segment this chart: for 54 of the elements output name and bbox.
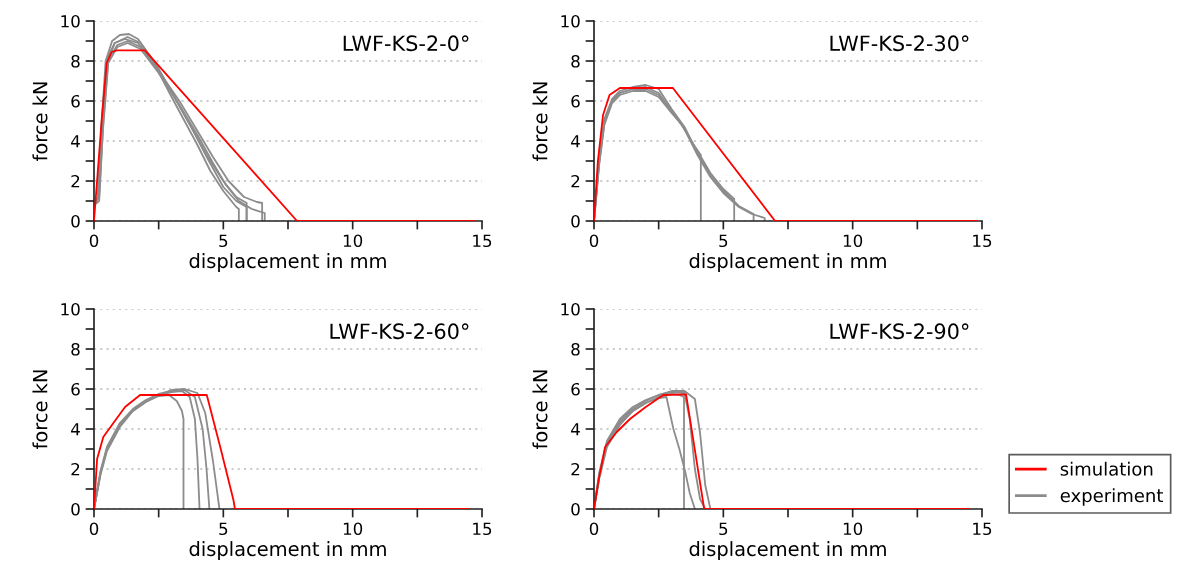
- y-tick-label: 0: [571, 214, 580, 228]
- legend-label: simulation: [1060, 461, 1153, 476]
- x-tick-label: 10: [343, 234, 363, 248]
- y-tick-label: 10: [61, 14, 80, 28]
- y-tick-label: 0: [571, 502, 580, 516]
- x-tick-label: 0: [589, 522, 599, 536]
- y-tick-label: 6: [571, 94, 580, 108]
- y-tick-label: 8: [71, 342, 80, 356]
- y-axis-title: force kN: [532, 82, 548, 162]
- y-tick-label: 6: [571, 382, 580, 396]
- x-tick-label: 5: [719, 522, 728, 536]
- x-axis-title: displacement in mm: [689, 253, 886, 272]
- y-tick-label: 6: [71, 94, 80, 108]
- x-tick-label: 15: [973, 522, 992, 536]
- y-tick-label: 2: [71, 462, 80, 476]
- y-axis-title: force kN: [32, 82, 48, 162]
- y-tick-label: 10: [561, 14, 580, 28]
- text: LWF-KS-2-30°: [830, 35, 969, 52]
- x-tick-label: 5: [719, 234, 728, 248]
- x-axis-title: displacement in mm: [189, 541, 386, 560]
- x-tick-label: 10: [343, 522, 363, 536]
- y-tick-label: 4: [71, 423, 80, 436]
- y-tick-label: 2: [571, 462, 580, 476]
- legend-label: experiment: [1060, 488, 1163, 506]
- y-tick-label: 8: [571, 342, 580, 356]
- y-axis-title: force kN: [32, 370, 48, 450]
- x-tick-label: 0: [89, 234, 99, 248]
- y-tick-label: 0: [71, 502, 80, 516]
- x-tick-label: 0: [89, 522, 99, 536]
- text: LWF-KS-2-60°: [330, 323, 469, 340]
- x-tick-label: 5: [219, 234, 228, 248]
- text: LWF-KS-2-0°: [343, 35, 469, 52]
- y-tick-label: 4: [71, 135, 80, 148]
- y-tick-label: 8: [571, 54, 580, 68]
- x-tick-label: 10: [843, 234, 863, 248]
- y-tick-label: 4: [571, 423, 580, 436]
- x-axis-title: displacement in mm: [189, 253, 386, 272]
- x-tick-label: 15: [473, 522, 492, 536]
- x-tick-label: 0: [589, 234, 599, 248]
- y-tick-label: 2: [571, 174, 580, 188]
- x-tick-label: 10: [843, 522, 863, 536]
- y-tick-label: 4: [571, 135, 580, 148]
- y-tick-label: 10: [561, 302, 580, 316]
- y-tick-label: 10: [61, 302, 80, 316]
- y-tick-label: 2: [71, 174, 80, 188]
- x-axis-title: displacement in mm: [689, 541, 886, 560]
- x-tick-label: 5: [219, 522, 228, 536]
- text: LWF-KS-2-90°: [830, 323, 969, 340]
- y-tick-label: 6: [71, 382, 80, 396]
- y-axis-title: force kN: [532, 370, 548, 450]
- x-tick-label: 15: [473, 234, 492, 248]
- x-tick-label: 15: [973, 234, 992, 248]
- y-tick-label: 8: [71, 54, 80, 68]
- y-tick-label: 0: [71, 214, 80, 228]
